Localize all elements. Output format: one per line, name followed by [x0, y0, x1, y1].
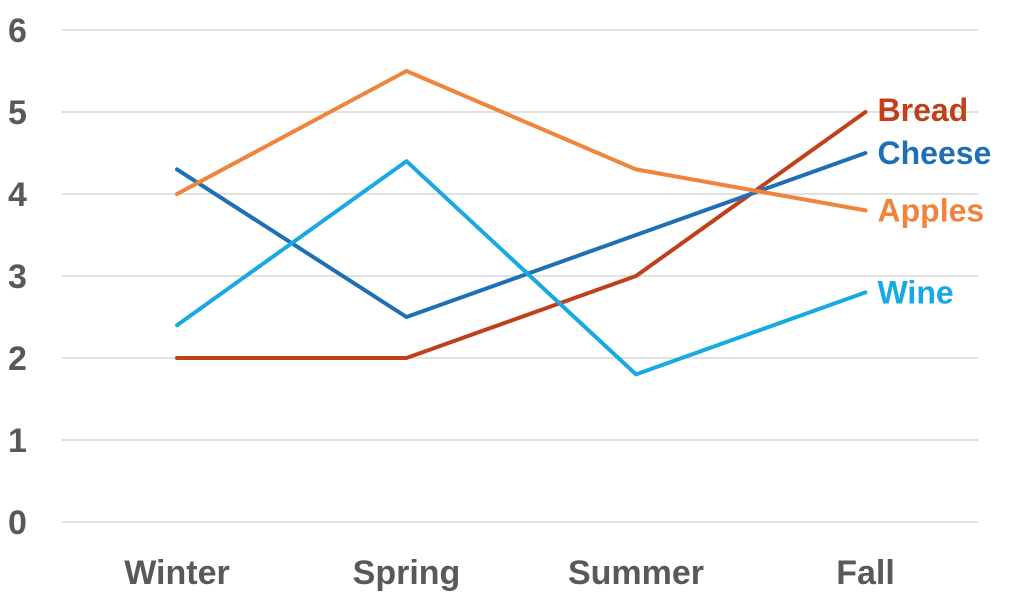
- x-tick-label: Fall: [836, 554, 895, 592]
- y-tick-label: 3: [8, 258, 27, 296]
- series-line-wine: [175, 159, 868, 377]
- y-tick-label: 6: [8, 12, 27, 50]
- series-line-apples: [175, 69, 868, 213]
- series-line-cheese: [175, 151, 868, 319]
- series-labels: Bread Cheese Apples Wine: [878, 92, 992, 310]
- y-tick-label: 2: [8, 340, 27, 378]
- series-label-bread: Bread: [878, 92, 969, 128]
- x-tick-label: Summer: [568, 554, 704, 592]
- series-label-cheese: Cheese: [878, 135, 992, 171]
- x-axis-tick-labels: Winter Spring Summer Fall: [124, 554, 895, 592]
- series-label-wine: Wine: [878, 274, 954, 310]
- y-tick-label: 5: [8, 94, 27, 132]
- y-tick-label: 4: [8, 176, 27, 214]
- y-tick-label: 0: [8, 504, 27, 542]
- series-lines: [175, 69, 868, 377]
- x-tick-label: Spring: [353, 554, 461, 592]
- x-tick-label: Winter: [124, 554, 229, 592]
- y-tick-label: 1: [8, 422, 27, 460]
- y-axis-tick-labels: 0 1 2 3 4 5 6: [8, 12, 27, 542]
- series-label-apples: Apples: [878, 192, 985, 228]
